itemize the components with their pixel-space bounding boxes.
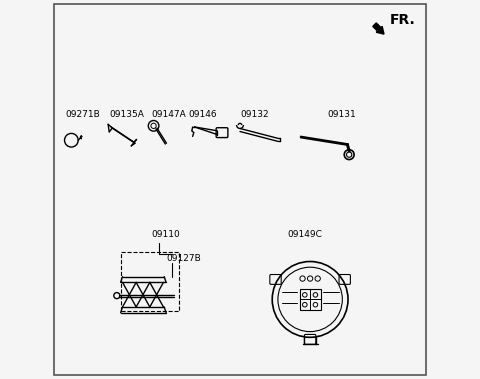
Bar <box>300 289 321 310</box>
Text: 09146: 09146 <box>189 110 217 119</box>
Text: 09149C: 09149C <box>288 230 322 239</box>
Text: 09127B: 09127B <box>166 254 201 263</box>
Text: 09131: 09131 <box>327 110 356 119</box>
Text: 09271B: 09271B <box>66 110 100 119</box>
FancyArrow shape <box>373 23 384 34</box>
Text: 09132: 09132 <box>240 110 269 119</box>
Bar <box>120 252 180 311</box>
Text: 09135A: 09135A <box>109 110 144 119</box>
Text: FR.: FR. <box>390 13 416 27</box>
Text: 09147A: 09147A <box>151 110 186 119</box>
Text: 09110: 09110 <box>151 230 180 239</box>
